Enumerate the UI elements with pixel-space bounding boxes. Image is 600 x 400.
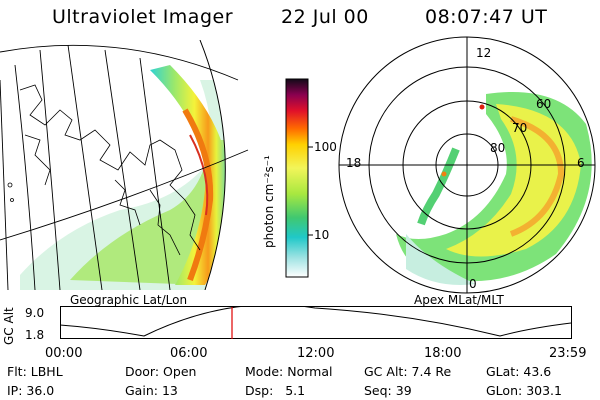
gc-alt-field: GC Alt: 7.4 Re — [364, 364, 452, 379]
altitude-ylabel: GC Alt — [2, 307, 16, 345]
dsp-field: Dsp: 5.1 — [245, 383, 306, 398]
mode-field: Mode: Normal — [245, 364, 333, 379]
glat-field: GLat: 43.6 — [486, 364, 552, 379]
mlt-label-12: 12 — [476, 46, 492, 60]
altitude-xtick-1200: 12:00 — [297, 346, 335, 361]
geographic-map — [0, 40, 249, 290]
flt-field: Flt: LBHL — [7, 364, 63, 379]
door-field: Door: Open — [125, 364, 197, 379]
left-panel-caption: Geographic Lat/Lon — [70, 293, 188, 307]
mlt-label-0: 0 — [469, 277, 477, 291]
date-label: 22 Jul 00 — [281, 6, 369, 28]
altitude-ytick-max: 9.0 — [25, 306, 45, 320]
seq-field: Seq: 39 — [364, 383, 412, 398]
mlt-label-6: 6 — [577, 156, 585, 170]
colorbar-unit-label: photon cm⁻²s⁻¹ — [262, 155, 276, 248]
altitude-xtick-0000: 00:00 — [45, 346, 83, 361]
mlt-label-18: 18 — [346, 156, 362, 170]
ip-field: IP: 36.0 — [7, 383, 55, 398]
altitude-xtick-1800: 18:00 — [424, 346, 462, 361]
mlat-label-80: 80 — [490, 141, 506, 155]
gain-field: Gain: 13 — [125, 383, 178, 398]
altitude-ytick-min: 1.8 — [25, 328, 45, 342]
polar-plot — [338, 36, 596, 294]
right-panel-caption: Apex MLat/MLT — [414, 293, 504, 307]
colorbar-tick-10: 10 — [314, 228, 330, 242]
mlat-label-70: 70 — [512, 121, 528, 135]
mlat-label-60: 60 — [536, 97, 552, 111]
altitude-xtick-2359: 23:59 — [549, 346, 587, 361]
altitude-strip — [60, 306, 572, 339]
instrument-title: Ultraviolet Imager — [52, 6, 234, 28]
colorbar — [285, 78, 313, 278]
time-label: 08:07:47 UT — [425, 6, 548, 28]
altitude-xtick-0600: 06:00 — [170, 346, 208, 361]
colorbar-tick-100: 100 — [314, 140, 337, 154]
glon-field: GLon: 303.1 — [486, 383, 562, 398]
